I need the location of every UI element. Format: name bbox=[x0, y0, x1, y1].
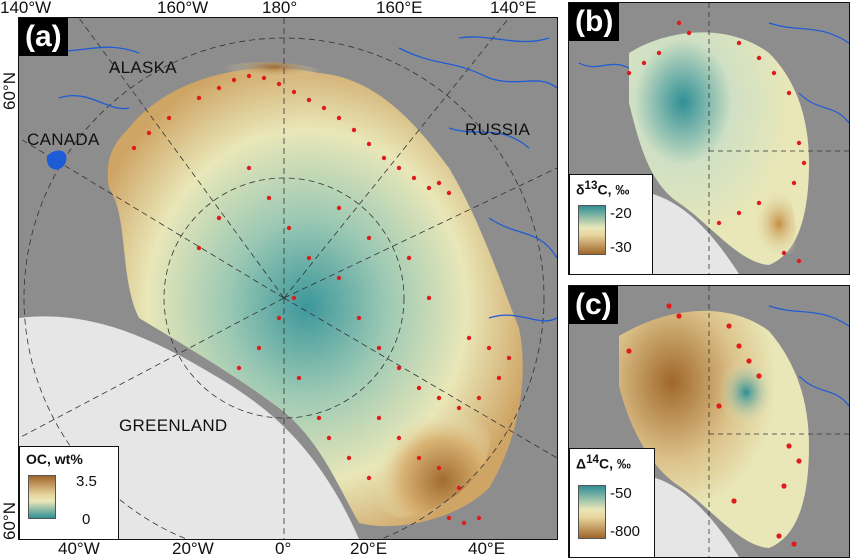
legend-oc-max: 3.5 bbox=[76, 473, 97, 490]
legend-D14c-title-suffix: C, ‰ bbox=[599, 455, 631, 472]
oc-sample-points bbox=[131, 73, 512, 526]
lon-label-20e-bottom: 20°E bbox=[350, 539, 388, 558]
legend-d13c: δ13C, ‰ -20 -30 bbox=[569, 174, 653, 274]
legend-d13c-max: -20 bbox=[610, 205, 632, 222]
lon-label-160e-top: 160°E bbox=[376, 0, 423, 17]
legend-oc-title: OC, wt% bbox=[26, 451, 83, 467]
region-alaska: ALASKA bbox=[109, 58, 177, 77]
panel-label-a: (a) bbox=[19, 18, 68, 56]
D14c-high-eurasian bbox=[689, 344, 785, 458]
ice-b bbox=[649, 193, 739, 274]
oc-high-chukchi bbox=[189, 61, 359, 104]
lon-label-140w-top: 140°W bbox=[0, 0, 52, 17]
lon-label-180-top: 180° bbox=[262, 0, 298, 17]
map-panel-c: (c) Δ14C, ‰ -50 -800 bbox=[568, 285, 850, 558]
legend-d13c-title-prefix: δ bbox=[576, 181, 585, 198]
D14c-sample-points bbox=[626, 303, 802, 547]
legend-oc-min: 0 bbox=[82, 511, 91, 528]
lon-label-0-bottom: 0° bbox=[275, 539, 292, 558]
region-canada: CANADA bbox=[27, 130, 100, 149]
lon-label-40e-bottom: 40°E bbox=[468, 539, 506, 558]
region-greenland: GREENLAND bbox=[119, 416, 228, 435]
map-canvas-b bbox=[578, 3, 849, 274]
lat-label-60n-upper: 60°N bbox=[0, 72, 19, 110]
legend-d13c-title: δ13C, ‰ bbox=[576, 179, 629, 198]
legend-d13c-title-suffix: C, ‰ bbox=[597, 181, 630, 198]
ice-c bbox=[649, 476, 739, 557]
legend-d13c-title-sup: 13 bbox=[584, 179, 598, 192]
panel-label-b: (b) bbox=[569, 3, 620, 41]
rivers-a bbox=[38, 36, 557, 322]
legend-oc: OC, wt% 3.5 0 bbox=[19, 446, 119, 539]
lon-label-20w-bottom: 20°W bbox=[172, 539, 214, 558]
graticule-c bbox=[708, 286, 849, 557]
legend-D14c-max: -50 bbox=[610, 485, 632, 502]
legend-D14c-title-sup: 14 bbox=[586, 453, 600, 466]
legend-D14c-title: Δ14C, ‰ bbox=[576, 453, 631, 472]
legend-D14c: Δ14C, ‰ -50 -800 bbox=[569, 448, 655, 557]
legend-oc-colorbar bbox=[28, 475, 56, 519]
map-canvas-c bbox=[619, 286, 849, 557]
map-panel-b: (b) δ13C, ‰ -20 -30 bbox=[568, 2, 850, 275]
rivers-b bbox=[578, 22, 849, 124]
region-russia: RUSSIA bbox=[465, 120, 531, 139]
lat-label-60n-lower: 60°N bbox=[0, 502, 19, 540]
d13c-sample-points bbox=[626, 20, 807, 264]
lon-label-140e-top: 140°E bbox=[490, 0, 537, 17]
legend-D14c-min: -800 bbox=[610, 523, 641, 540]
panel-label-c: (c) bbox=[569, 286, 618, 324]
lake bbox=[46, 150, 67, 170]
legend-D14c-colorbar bbox=[578, 485, 606, 539]
legend-D14c-title-prefix: Δ bbox=[576, 455, 587, 472]
lon-label-40w-bottom: 40°W bbox=[58, 539, 100, 558]
graticule-a bbox=[19, 18, 557, 539]
lon-label-160w-top: 160°W bbox=[157, 0, 209, 17]
map-panel-a: (a) ALASKA CANADA RUSSIA GREENLAND OC, w… bbox=[18, 17, 558, 540]
legend-d13c-min: -30 bbox=[610, 239, 632, 256]
legend-d13c-colorbar bbox=[578, 205, 606, 255]
graticule-b bbox=[708, 3, 849, 274]
rivers-c bbox=[768, 305, 849, 407]
